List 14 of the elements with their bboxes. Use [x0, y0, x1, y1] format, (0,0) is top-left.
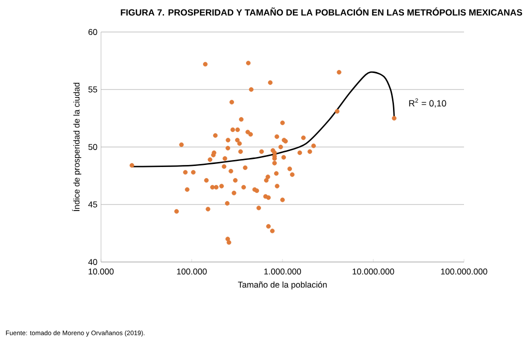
x-tick-label: 10.000: [88, 268, 114, 275]
x-tick-label: 1.000.000: [264, 268, 302, 275]
y-tick-label: 45: [88, 202, 98, 208]
y-tick-label: 50: [88, 144, 98, 150]
x-tick-label: 10.000.000: [352, 268, 394, 275]
chart-title: FIGURA 7. PROSPERIDAD Y TAMAÑO DE LA POBLACIÓN EN LAS METRÓPOLIS MEXICANAS: [120, 8, 522, 16]
y-tick-label: 60: [88, 29, 98, 35]
y-tick-label: 40: [88, 259, 98, 265]
x-axis-title: Tamaño de la población: [238, 281, 327, 290]
x-tick-label: 100.000.000: [441, 268, 488, 275]
y-tick-label: 55: [88, 86, 98, 92]
y-axis-title: Índice de prosperidad de la ciudad: [72, 82, 82, 212]
annotation: R$^{2}$ = 0,10: [409, 98, 446, 108]
x-tick-label: 100.000: [177, 268, 207, 275]
